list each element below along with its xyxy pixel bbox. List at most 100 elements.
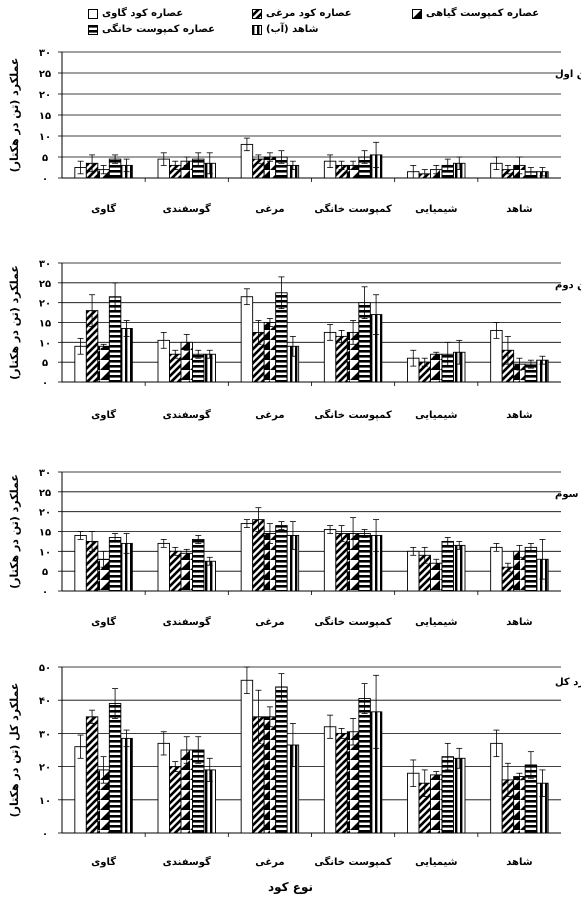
y-tick-label: ۲۵ [39, 69, 51, 80]
bar [335, 335, 348, 383]
bar [240, 523, 254, 592]
bar [323, 726, 337, 834]
chart-panel: ۰ ۱۰ ۲۰ ۳۰ ۴۰ ۵۰ عملکرد کل (تن در هکتار) (د) عم… [8, 663, 581, 868]
bar [358, 698, 371, 834]
category-label: کمپوست خانگی [314, 408, 392, 421]
legend-label: عصاره کود گاوی [102, 8, 184, 19]
legend-label: عصاره کود مرغی [266, 8, 352, 19]
bar [453, 757, 466, 834]
category-label: گاوی [91, 408, 116, 421]
bar [203, 560, 216, 592]
bar [358, 533, 371, 592]
bar [323, 529, 337, 592]
category-label: کمپوست خانگی [314, 202, 392, 215]
category-label: مرغی [255, 410, 284, 421]
category-label: کمپوست خانگی [314, 855, 392, 868]
panel-title: (الف) عملکرد چین اول [555, 69, 581, 80]
legend-item: عصاره کود مرغی [252, 8, 352, 19]
legend-swatch [252, 24, 262, 35]
category-label: کمپوست خانگی [314, 615, 392, 628]
y-tick-label: ۳۰ [39, 48, 51, 59]
y-tick-label: ۵ [42, 358, 48, 369]
bar [108, 703, 122, 834]
category-label: گاوی [91, 202, 116, 215]
bar [407, 550, 420, 592]
y-tick-label: ۲۰ [39, 90, 51, 101]
category-label: شاهد [506, 204, 532, 215]
legend-item: عصاره کمپوست خانگی [88, 24, 215, 35]
bar [453, 544, 466, 592]
category-label: گوسفندی [163, 202, 211, 215]
bar [180, 552, 193, 592]
legend-swatch [412, 8, 422, 19]
y-tick-label: ۵ [42, 567, 48, 578]
bar [275, 686, 288, 834]
x-axis-title: نوع کود [267, 880, 314, 894]
y-axis-title: عملکرد (تن در هکتار) [8, 474, 21, 589]
chart-panel: ۰ ۵ ۱۰ ۱۵ ۲۰ ۲۵ ۳۰ عملکرد (تن در هکتار) (الف) عم… [8, 48, 581, 215]
bar [192, 538, 205, 592]
y-tick-label: ۱۰ [39, 547, 51, 558]
category-label: مرغی [255, 204, 284, 215]
bar [524, 546, 538, 592]
y-tick-label: ۴۰ [39, 696, 51, 707]
panel-title: (ب) عملکرد چین دوم [555, 280, 581, 291]
category-label: گوسفندی [163, 855, 211, 868]
legend-item: عصاره کود گاوی [88, 8, 183, 19]
y-tick-label: ۲۰ [39, 299, 51, 310]
y-axis-title: عملکرد (تن در هکتار) [8, 58, 21, 173]
category-label: شیمیایی [415, 617, 457, 628]
bar [441, 540, 454, 592]
y-tick-label: ۱۰ [39, 796, 51, 807]
bar [430, 353, 443, 383]
bar [335, 732, 348, 834]
y-tick-label: ۰ [42, 829, 48, 840]
bar [430, 774, 443, 834]
bar [74, 746, 87, 834]
legend: عصاره کود گاوی عصاره کود مرغی عصاره کمپوست… [0, 0, 581, 44]
bar [169, 550, 182, 592]
y-tick-label: ۱۵ [39, 528, 51, 539]
y-tick-label: ۲۵ [39, 279, 51, 290]
category-label: شیمیایی [415, 410, 457, 421]
category-label: گاوی [91, 855, 116, 868]
y-tick-label: ۰ [42, 174, 48, 185]
category-label: شیمیایی [415, 204, 457, 215]
bar [346, 731, 360, 834]
category-label: شاهد [506, 410, 532, 421]
bar [120, 737, 133, 834]
y-tick-label: ۵۰ [39, 663, 51, 674]
y-tick-label: ۱۰ [39, 132, 51, 143]
category-label: گاوی [91, 615, 116, 628]
category-label: گوسفندی [163, 615, 211, 628]
panel-title: (ج) عملکرد چین سوم [555, 489, 581, 500]
category-label: گوسفندی [163, 408, 211, 421]
chart-panel: ۰ ۵ ۱۰ ۱۵ ۲۰ ۲۵ ۳۰ عملکرد (تن در هکتار) (ج) عملک… [8, 468, 581, 628]
y-tick-label: ۰ [42, 587, 48, 598]
y-tick-label: ۳۰ [39, 729, 51, 740]
legend-item: عصاره کمپوست گیاهی [412, 8, 539, 19]
legend-swatch [88, 24, 98, 35]
category-label: شیمیایی [415, 857, 457, 868]
bar [108, 537, 122, 592]
y-tick-label: ۱۰ [39, 338, 51, 349]
bar [513, 776, 526, 834]
bar [240, 679, 254, 834]
legend-label: شاهد (آب) [266, 24, 319, 35]
y-tick-label: ۲۰ [39, 763, 51, 774]
bar [74, 535, 87, 592]
bar [157, 742, 170, 834]
y-axis-title: عملکرد (تن در هکتار) [8, 265, 21, 380]
category-label: مرغی [255, 857, 284, 868]
y-tick-label: ۲۵ [39, 488, 51, 499]
y-tick-label: ۳۰ [39, 259, 51, 270]
bar [97, 345, 110, 383]
y-axis-title: عملکرد کل (تن در هکتار) [8, 683, 21, 818]
y-tick-label: ۵ [42, 153, 48, 164]
bar [85, 716, 99, 834]
y-tick-label: ۳۰ [39, 468, 51, 479]
category-label: شاهد [506, 617, 532, 628]
bar [157, 542, 170, 592]
bar [169, 766, 182, 834]
